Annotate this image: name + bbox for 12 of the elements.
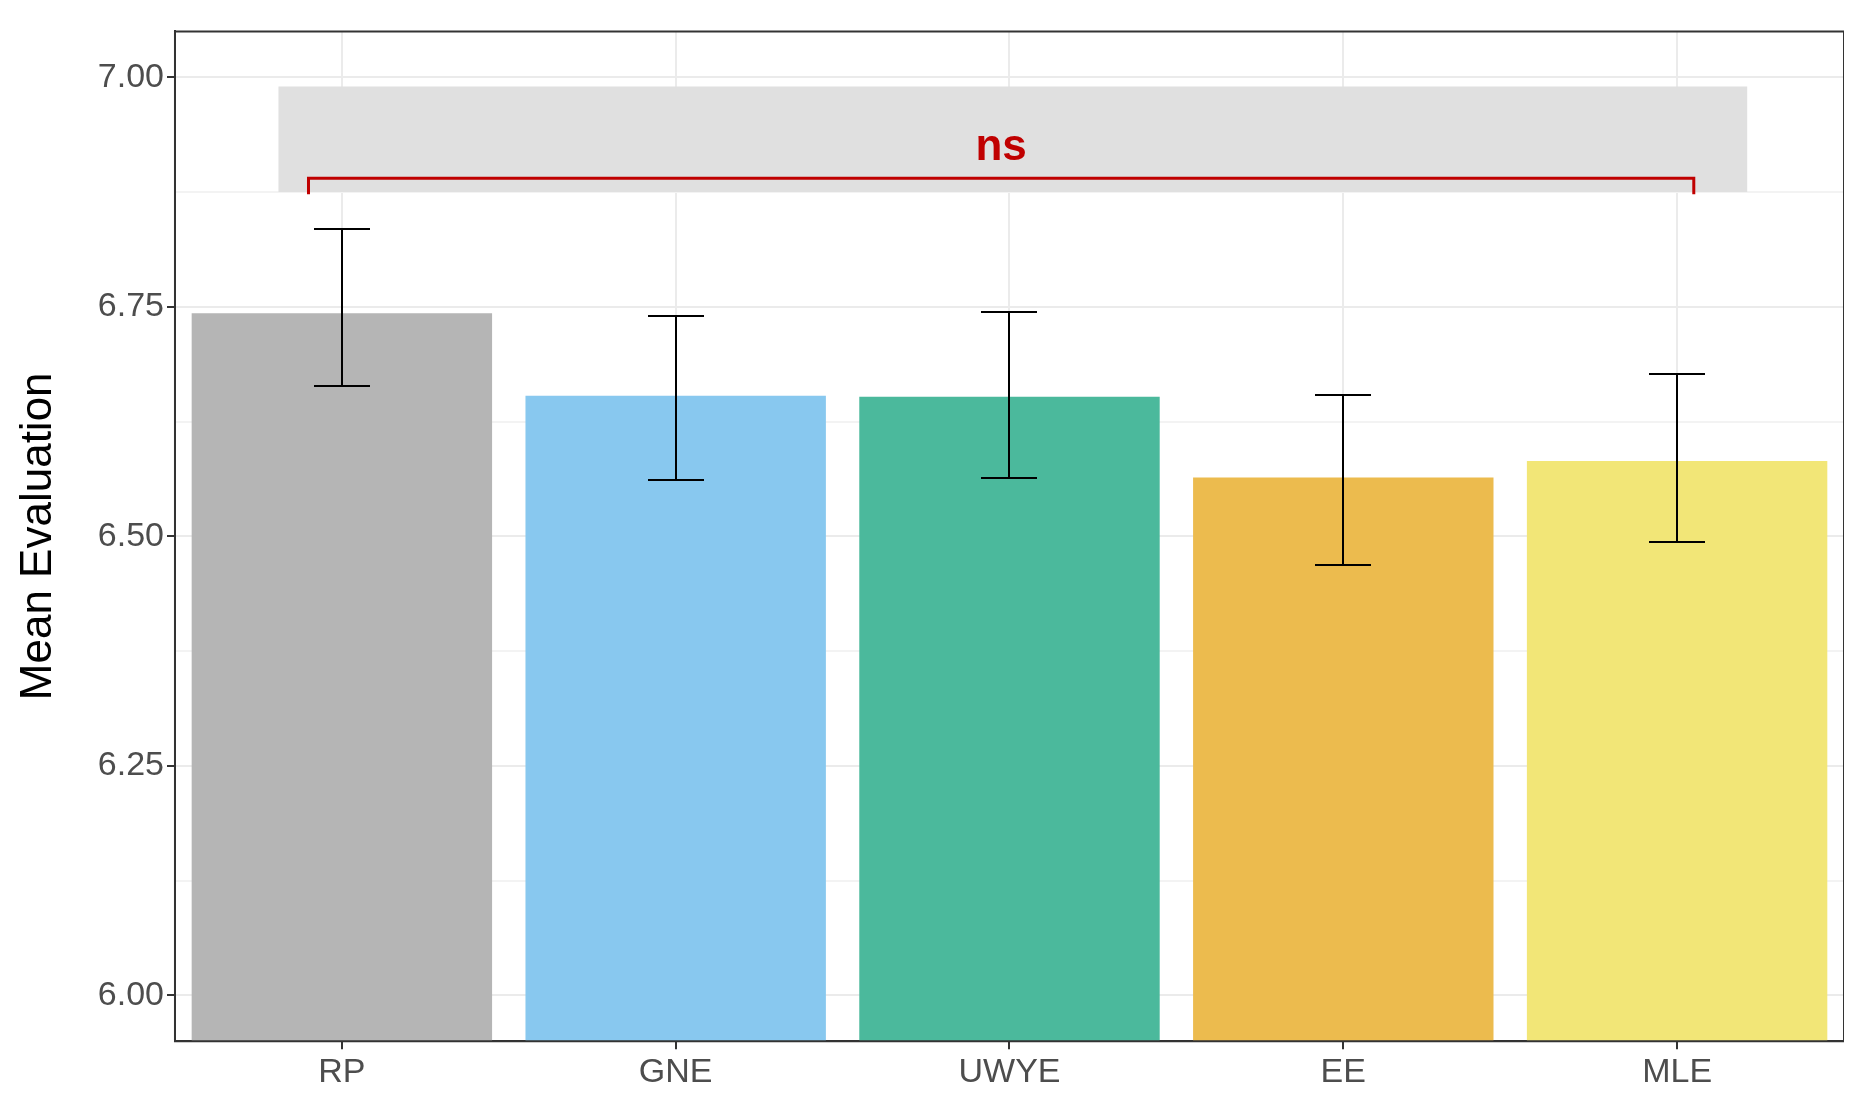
- y-tick-label: 6.75: [97, 285, 164, 324]
- y-tick-label: 6.50: [97, 514, 164, 553]
- annotation: ns: [975, 120, 1027, 170]
- y-tick-label: 6.00: [97, 973, 164, 1012]
- y-tick-label: 7.00: [97, 55, 164, 94]
- x-tick-label: MLE: [1642, 1050, 1713, 1089]
- x-tick-label: UWYE: [958, 1050, 1061, 1089]
- y-tick-label: 6.25: [97, 744, 164, 783]
- x-tick-label: GNE: [638, 1050, 713, 1089]
- x-tick-label: EE: [1320, 1050, 1366, 1089]
- y-axis-title: Mean Evaluation: [10, 372, 60, 701]
- x-tick-label: RP: [318, 1050, 366, 1089]
